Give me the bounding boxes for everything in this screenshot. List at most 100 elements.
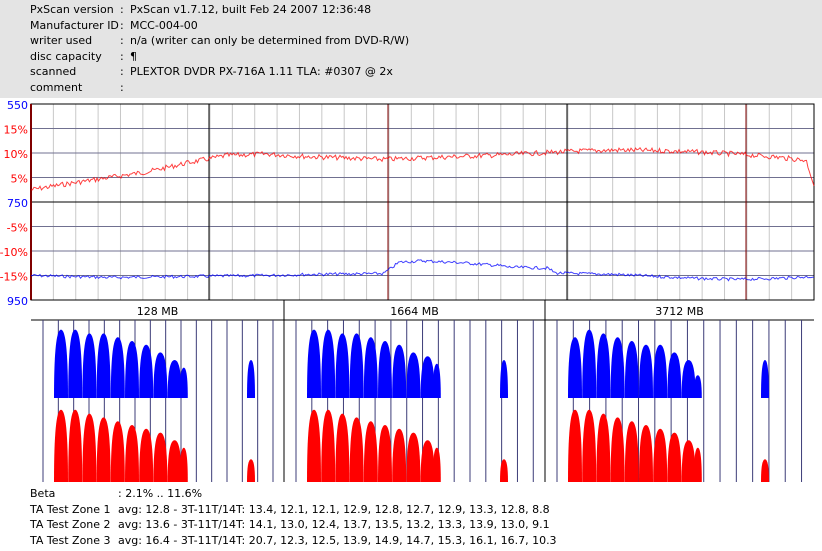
ta-red-peak: [167, 440, 182, 482]
ta-red-peak: [420, 440, 435, 482]
ta-red-peak: [432, 447, 441, 482]
zone-label: TA Test Zone 3: [30, 533, 111, 547]
ta-zone-label: 1664 MB: [390, 305, 439, 318]
ta-blue-peak: [68, 329, 83, 398]
ta-red-peak: [500, 459, 508, 482]
y-tick-label: 750: [7, 197, 28, 210]
ta-blue-peak: [432, 363, 441, 398]
ta-red-peak: [667, 432, 682, 482]
ta-blue-peak: [667, 352, 682, 398]
zone-label: TA Test Zone 2: [30, 518, 111, 531]
ta-red-peak: [153, 432, 168, 482]
series-jitter: [30, 259, 815, 282]
scan-info-panel: PxScan version: PxScan v1.7.12, built Feb…: [0, 0, 822, 98]
ta-red-peak: [582, 409, 597, 482]
ta-blue-peak: [624, 341, 639, 398]
ta-blue-peak: [582, 329, 597, 398]
ta-blue-peak: [110, 337, 125, 398]
ta-zone-3-row: TA Test Zone 3 avg: 16.4 - 3T-11T/14T: 20…: [30, 533, 557, 549]
ta-blue-peak: [247, 360, 255, 398]
info-colon: :: [120, 3, 124, 16]
y-tick-label: -15%: [0, 271, 28, 284]
info-value: MCC-004-00: [130, 18, 198, 32]
ta-zone-2-row: TA Test Zone 2 avg: 13.6 - 3T-11T/14T: 14…: [30, 517, 557, 533]
ta-red-peak: [139, 428, 154, 482]
ta-blue-peak: [406, 352, 421, 398]
zone-label: TA Test Zone 1: [30, 502, 111, 516]
ta-blue-peak: [761, 360, 769, 398]
ta-blue-peak: [392, 344, 407, 398]
info-colon: :: [120, 65, 124, 78]
info-key: writer used: [30, 34, 93, 47]
ta-blue-peak: [420, 356, 435, 398]
info-colon: :: [120, 34, 124, 47]
ta-red-peak: [179, 447, 188, 482]
info-colon: :: [120, 80, 124, 94]
ta-blue-peak: [596, 333, 611, 398]
ta-blue-peak: [179, 367, 188, 398]
beta-row: Beta : 2.1% .. 11.6%: [30, 486, 557, 502]
ta-red-peak: [761, 459, 769, 482]
ta-blue-peak: [167, 360, 182, 398]
ta-red-peak: [96, 417, 111, 482]
ta-blue-peak: [125, 341, 139, 398]
info-key: Manufacturer ID: [30, 18, 119, 32]
ta-red-peak: [639, 425, 653, 482]
ta-blue-peak: [693, 375, 702, 398]
y-tick-label: 5%: [11, 173, 28, 186]
ta-red-peak: [653, 428, 668, 482]
ta-red-peak: [110, 421, 125, 482]
ta-red-peak: [125, 425, 139, 482]
info-key: disc capacity: [30, 49, 102, 63]
ta-blue-peak: [307, 329, 321, 398]
zone-value: avg: 16.4 - 3T-11T/14T: 20.7, 12.3, 12.5…: [118, 533, 557, 547]
ta-red-peak: [321, 409, 336, 482]
info-value: n/a (writer can only be determined from …: [130, 34, 410, 47]
y-tick-label: 550: [7, 99, 28, 112]
ta-red-peak: [568, 409, 582, 482]
ta-blue-peak: [681, 360, 696, 398]
ta-zone-label: 3712 MB: [655, 305, 704, 318]
ta-blue-peak: [96, 333, 111, 398]
ta-red-peak: [610, 417, 625, 482]
info-key: scanned: [30, 65, 77, 78]
ta-blue-peak: [335, 333, 350, 398]
info-key: PxScan version: [30, 3, 114, 16]
ta-red-peak: [681, 440, 696, 482]
ta-red-peak: [624, 421, 639, 482]
beta-jitter-chart: 550 15% 10% 5% 750 -5% -10% -15% 950 128 MB 1664 M…: [0, 99, 815, 482]
beta-value: : 2.1% .. 11.6%: [118, 487, 203, 500]
ta-blue-peak: [139, 344, 154, 398]
ta-blue-peak: [653, 344, 668, 398]
ta-blue-peak: [82, 333, 97, 398]
ta-zone-label: 128 MB: [137, 305, 179, 318]
y-tick-label: -5%: [7, 222, 28, 235]
ta-red-peak: [82, 413, 97, 482]
ta-blue-peak: [568, 337, 582, 398]
ta-red-peak: [349, 417, 364, 482]
info-value: PxScan v1.7.12, built Feb 24 2007 12:36:…: [130, 3, 372, 16]
ta-blue-peak: [153, 352, 168, 398]
ta-summary: Beta : 2.1% .. 11.6% TA Test Zone 1 avg: 1…: [30, 486, 557, 548]
ta-blue-peak: [500, 360, 508, 398]
ta-blue-peak: [321, 329, 336, 398]
y-tick-label: 950: [7, 295, 28, 308]
ta-blue-peak: [349, 333, 364, 398]
info-value: PLEXTOR DVDR PX-716A 1.11 TLA: #0307 @ 2…: [130, 65, 393, 78]
info-colon: :: [120, 18, 124, 32]
info-value: ¶: [130, 49, 137, 63]
info-key: comment: [30, 80, 83, 94]
ta-red-peak: [378, 425, 392, 482]
ta-blue-peak: [610, 337, 625, 398]
ta-red-peak: [54, 409, 68, 482]
ta-blue-peak: [378, 341, 392, 398]
ta-red-peak: [693, 447, 702, 482]
y-tick-label: 10%: [4, 148, 28, 161]
beta-label: Beta: [30, 487, 56, 500]
ta-blue-peak: [639, 344, 653, 398]
ta-red-peak: [307, 409, 321, 482]
ta-red-peak: [596, 413, 611, 482]
y-tick-label: -10%: [0, 246, 28, 259]
series-beta: [30, 146, 815, 191]
ta-red-peak: [363, 421, 378, 482]
